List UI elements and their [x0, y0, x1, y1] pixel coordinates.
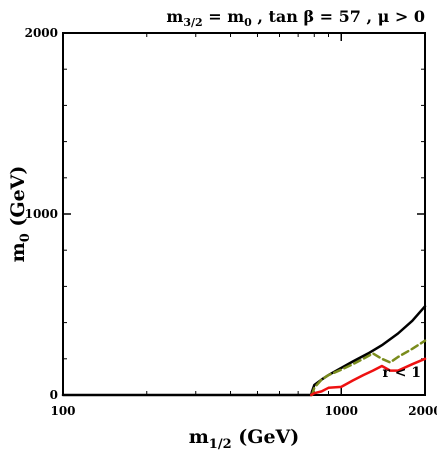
y-tick-label: 2000	[25, 26, 58, 40]
chart-title: m3/2 = m0 , tan β = 57 , μ > 0	[166, 7, 425, 29]
annotations-group: r < 1	[382, 365, 421, 381]
x-tick-label: 1000	[325, 404, 358, 418]
axis-tick-labels: 100 1000 2000 0 1000 2000	[25, 26, 437, 418]
y-tick-label: 1000	[25, 207, 58, 221]
y-tick-label: 0	[50, 388, 58, 402]
y-axis-label: m0 (GeV)	[7, 166, 33, 263]
x-tick-label: 2000	[408, 404, 437, 418]
series-group	[61, 305, 427, 397]
axis-ticks	[62, 32, 426, 396]
x-axis-label: m1/2 (GeV)	[189, 426, 300, 452]
x-tick-label: 100	[50, 404, 75, 418]
series-line-3	[309, 357, 427, 397]
annotation-label: r < 1	[382, 365, 421, 381]
series-line-2	[310, 339, 427, 397]
series-line-1	[61, 305, 427, 397]
plot-frame	[62, 32, 426, 396]
